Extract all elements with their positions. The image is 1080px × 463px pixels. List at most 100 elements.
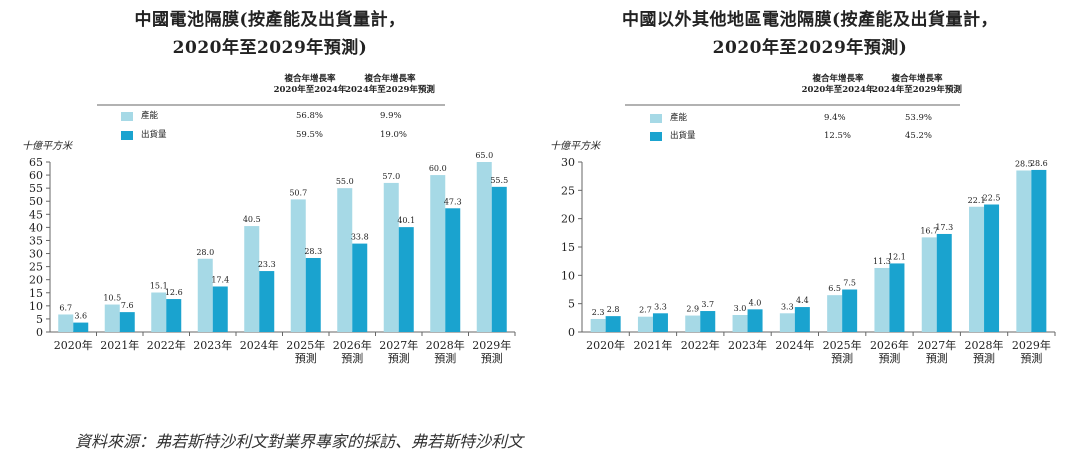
- legend-col2-header: 複合年增長率 2024年至2029年預測: [872, 74, 962, 95]
- bar-value-label: 7.6: [121, 301, 134, 310]
- shipment-bar: [652, 313, 668, 332]
- legend-shipment-label: 出貨量: [670, 131, 696, 141]
- bar-value-label: 40.5: [243, 215, 261, 224]
- x-tick-label: 預測: [388, 351, 410, 365]
- y-axis-unit: 十億平方米: [22, 141, 72, 152]
- capacity-bar: [337, 188, 353, 332]
- y-tick-label: 15: [561, 241, 575, 254]
- shipment-bar: [259, 271, 275, 332]
- bar-value-label: 28.0: [196, 248, 214, 257]
- x-tick-label: 預測: [1020, 351, 1042, 365]
- y-axis-unit: 十億平方米: [550, 141, 600, 152]
- x-tick-label: 2028年: [426, 338, 465, 352]
- y-tick-label: 10: [29, 300, 43, 313]
- capacity-bar: [290, 199, 306, 332]
- shipment-bar: [889, 263, 905, 332]
- bar-value-label: 40.1: [397, 216, 415, 225]
- capacity-bar: [779, 313, 795, 332]
- capacity-bar: [685, 315, 701, 332]
- overseas-chart-panel: 中國以外其他地區電池隔膜(按產能及出貨量計， 2020年至2029年預測) 複合…: [540, 0, 1080, 400]
- y-tick-label: 5: [36, 313, 43, 326]
- x-tick-label: 預測: [926, 351, 948, 365]
- y-tick-label: 35: [29, 234, 43, 247]
- bar-value-label: 3.3: [781, 302, 794, 311]
- x-tick-label: 2021年: [100, 338, 139, 352]
- y-tick-label: 50: [29, 195, 43, 208]
- x-tick-label: 2027年: [917, 338, 956, 352]
- china-chart-panel: 中國電池隔膜(按產能及出貨量計， 2020年至2029年預測) 複合年增長率 2…: [0, 0, 540, 400]
- bar-value-label: 50.7: [289, 188, 307, 197]
- chart-title-line1: 中國以外其他地區電池隔膜(按產能及出貨量計，: [621, 10, 999, 30]
- bar-value-label: 33.8: [351, 233, 369, 242]
- legend-shipment-swatch: [121, 131, 133, 140]
- bar-value-label: 6.5: [828, 284, 841, 293]
- x-tick-label: 2025年: [823, 338, 862, 352]
- capacity-bar: [827, 295, 843, 332]
- legend-capacity-cagr1: 9.4%: [824, 113, 846, 123]
- y-tick-label: 45: [29, 208, 43, 221]
- chart-title-line2: 2020年至2029年預測): [712, 38, 908, 58]
- legend-capacity-cagr2: 53.9%: [905, 113, 933, 123]
- bar-value-label: 11.3: [873, 257, 891, 266]
- bar-value-label: 23.3: [258, 260, 276, 269]
- shipment-bar: [305, 257, 321, 332]
- source-note: 資料來源：弗若斯特沙利文對業界專家的採訪、弗若斯特沙利文: [75, 432, 524, 451]
- y-tick-label: 10: [561, 269, 575, 282]
- capacity-bar: [430, 175, 446, 332]
- bar-value-label: 2.8: [607, 305, 620, 314]
- shipment-bar: [842, 289, 858, 332]
- legend-capacity-cagr1: 56.8%: [296, 111, 324, 121]
- shipment-bar: [166, 299, 182, 332]
- x-tick-label: 預測: [481, 351, 503, 365]
- bar-value-label: 2.3: [592, 308, 605, 317]
- y-tick-label: 20: [29, 274, 43, 287]
- bar-value-label: 7.5: [843, 279, 856, 288]
- bar-value-label: 28.6: [1030, 159, 1048, 168]
- y-tick-label: 65: [29, 156, 43, 169]
- capacity-bar: [476, 162, 492, 332]
- shipment-bar: [352, 243, 368, 332]
- y-tick-label: 0: [36, 326, 43, 339]
- bar-value-label: 3.7: [701, 300, 714, 309]
- capacity-bar: [104, 304, 120, 332]
- x-tick-label: 預測: [434, 351, 456, 365]
- shipment-bar: [747, 309, 763, 332]
- x-tick-label: 2024年: [775, 338, 814, 352]
- shipment-bar: [212, 286, 228, 332]
- bar-value-label: 22.1: [968, 196, 986, 205]
- capacity-bar: [969, 206, 985, 332]
- capacity-bar: [151, 292, 167, 332]
- x-tick-label: 預測: [878, 351, 900, 365]
- x-tick-label: 2029年: [472, 338, 511, 352]
- y-tick-label: 5: [568, 298, 575, 311]
- bar-value-label: 55.5: [490, 176, 508, 185]
- shipment-bar: [605, 316, 621, 332]
- legend-shipment-cagr1: 12.5%: [824, 131, 852, 141]
- shipment-bar: [119, 312, 135, 332]
- y-tick-label: 30: [29, 248, 43, 261]
- bar-value-label: 28.5: [1015, 160, 1033, 169]
- legend-shipment-cagr1: 59.5%: [296, 130, 324, 140]
- bar-value-label: 4.4: [796, 296, 809, 305]
- bar-value-label: 28.3: [304, 247, 322, 256]
- x-tick-label: 預測: [341, 351, 363, 365]
- legend-capacity-label: 產能: [670, 113, 688, 123]
- bar-value-label: 2.7: [639, 306, 652, 315]
- bar-value-label: 47.3: [444, 197, 462, 206]
- shipment-bar: [700, 311, 716, 332]
- bar-value-label: 60.0: [429, 164, 447, 173]
- capacity-bar: [58, 314, 74, 332]
- shipment-bar: [398, 227, 414, 332]
- legend-capacity-cagr2: 9.9%: [380, 111, 402, 121]
- bar-value-label: 57.0: [382, 172, 400, 181]
- y-tick-label: 60: [29, 169, 43, 182]
- x-tick-label: 預測: [973, 351, 995, 365]
- shipment-bar: [445, 208, 461, 332]
- capacity-bar: [590, 318, 606, 332]
- x-tick-label: 2029年: [1012, 338, 1051, 352]
- x-tick-label: 預測: [295, 351, 317, 365]
- bar-value-label: 3.0: [734, 304, 747, 313]
- x-tick-label: 2022年: [147, 338, 186, 352]
- bar-value-label: 65.0: [475, 151, 493, 160]
